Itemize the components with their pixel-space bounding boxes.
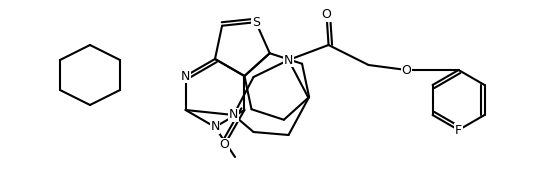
- Text: N: N: [229, 108, 238, 121]
- Text: O: O: [322, 8, 331, 21]
- Text: S: S: [252, 16, 260, 29]
- Text: N: N: [210, 121, 220, 133]
- Text: N: N: [181, 70, 190, 83]
- Text: N: N: [284, 54, 293, 67]
- Text: F: F: [455, 124, 462, 136]
- Text: O: O: [402, 64, 411, 77]
- Text: O: O: [220, 139, 229, 152]
